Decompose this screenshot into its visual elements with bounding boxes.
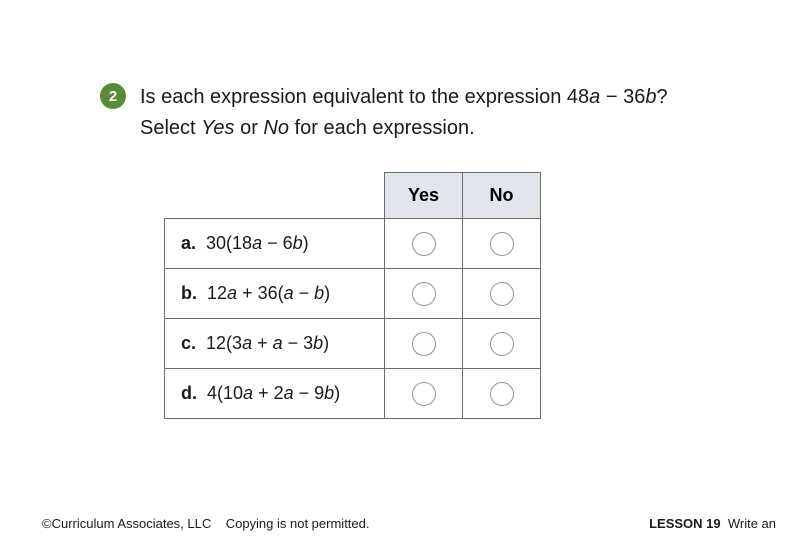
table-row: b. 12a + 36(a − b) — [165, 269, 541, 319]
row-label: c. — [181, 333, 196, 353]
expr-cell-d: d. 4(10a + 2a − 9b) — [165, 369, 385, 419]
expr-cell-c: c. 12(3a + a − 3b) — [165, 319, 385, 369]
radio-c-yes[interactable] — [412, 332, 436, 356]
q-yes-ital: Yes — [201, 117, 234, 139]
question-text: Is each expression equivalent to the exp… — [140, 82, 668, 144]
lesson-ref: LESSON 19 Write an — [649, 516, 776, 531]
expr-cell-b: b. 12a + 36(a − b) — [165, 269, 385, 319]
row-label: b. — [181, 283, 197, 303]
radio-b-no[interactable] — [490, 282, 514, 306]
q-minus: − — [600, 86, 623, 108]
table-row: c. 12(3a + a − 3b) — [165, 319, 541, 369]
radio-b-yes[interactable] — [412, 282, 436, 306]
q-coef-b: 36 — [623, 86, 645, 108]
q-line2-post: for each expression. — [289, 117, 475, 139]
lesson-rest: Write an — [721, 516, 776, 531]
radio-a-yes[interactable] — [412, 232, 436, 256]
col-no-header: No — [463, 173, 541, 219]
q-line1-post: ? — [656, 86, 667, 108]
radio-a-no[interactable] — [490, 232, 514, 256]
row-label: a. — [181, 233, 196, 253]
lesson-label: LESSON 19 — [649, 516, 721, 531]
answer-table: Yes No a. 30(18a − 6b) b. 12a + 36(a − b… — [164, 172, 541, 419]
q-no-ital: No — [263, 117, 289, 139]
radio-c-no[interactable] — [490, 332, 514, 356]
col-yes-header: Yes — [385, 173, 463, 219]
row-label: d. — [181, 383, 197, 403]
table-row: a. 30(18a − 6b) — [165, 219, 541, 269]
page-footer: ©Curriculum Associates, LLC Copying is n… — [0, 516, 800, 531]
expr-cell-a: a. 30(18a − 6b) — [165, 219, 385, 269]
radio-d-yes[interactable] — [412, 382, 436, 406]
q-line1-pre: Is each expression equivalent to the exp… — [140, 86, 589, 108]
q-or: or — [235, 117, 264, 139]
q-var-b: b — [645, 86, 656, 108]
table-row: d. 4(10a + 2a − 9b) — [165, 369, 541, 419]
question-number-badge: 2 — [100, 83, 126, 109]
copyright-text: ©Curriculum Associates, LLC Copying is n… — [42, 516, 370, 531]
radio-d-no[interactable] — [490, 382, 514, 406]
q-line2-pre: Select — [140, 117, 201, 139]
col-expr-header — [165, 173, 385, 219]
q-var-a: a — [589, 86, 600, 108]
